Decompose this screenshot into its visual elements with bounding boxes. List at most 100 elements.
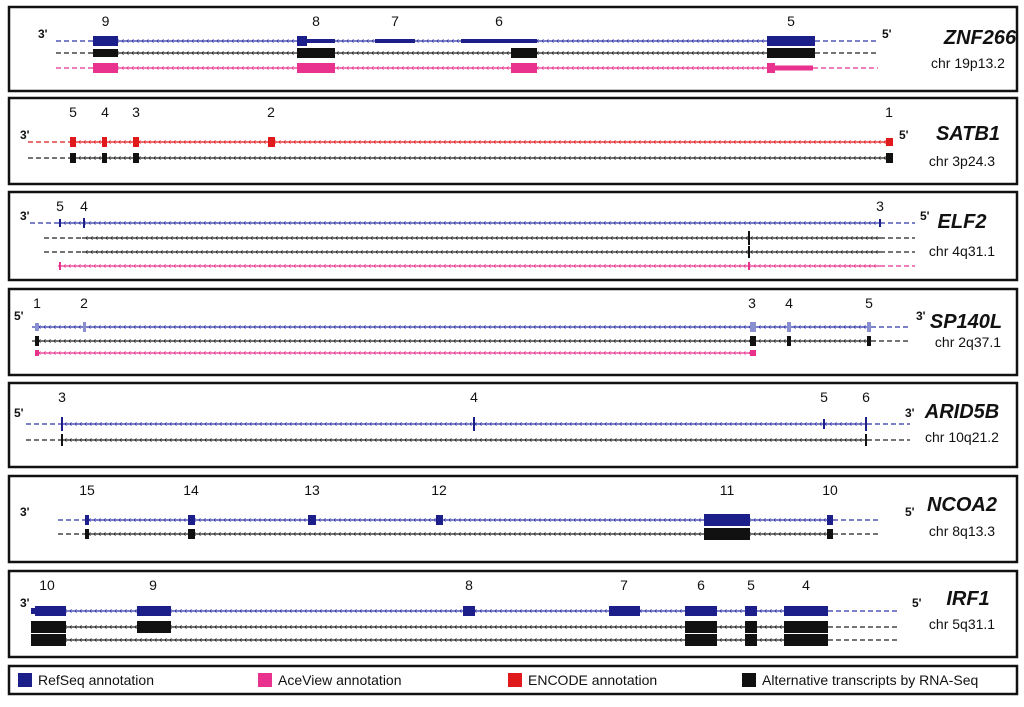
intron-arrow <box>343 350 346 356</box>
intron-arrow <box>721 65 724 71</box>
intron-arrow <box>319 624 322 630</box>
intron-arrow <box>244 608 247 614</box>
intron-arrow <box>654 624 657 630</box>
intron-arrow <box>599 637 602 643</box>
intron-arrow <box>688 220 691 226</box>
intron-arrow <box>824 437 827 443</box>
intron-arrow <box>673 263 676 269</box>
intron-arrow <box>506 50 509 56</box>
intron-arrow <box>48 338 51 344</box>
intron-arrow <box>349 437 352 443</box>
intron-arrow <box>188 220 191 226</box>
intron-arrow <box>614 421 617 427</box>
intron-arrow <box>793 338 796 344</box>
intron-arrow <box>865 249 868 255</box>
intron-arrow <box>171 65 174 71</box>
intron-arrow <box>129 624 132 630</box>
intron-arrow <box>613 517 616 523</box>
intron-arrow <box>98 155 101 161</box>
intron-arrow <box>378 220 381 226</box>
intron-arrow <box>464 421 467 427</box>
intron-arrow <box>230 235 233 241</box>
intron-arrow <box>828 220 831 226</box>
intron-arrow <box>336 65 339 71</box>
intron-arrow <box>228 324 231 330</box>
intron-arrow <box>538 324 541 330</box>
intron-arrow <box>248 324 251 330</box>
intron-arrow <box>663 517 666 523</box>
intron-arrow <box>381 65 384 71</box>
intron-arrow <box>353 324 356 330</box>
intron-arrow <box>361 50 364 56</box>
intron-arrow <box>158 155 161 161</box>
intron-arrow <box>189 608 192 614</box>
intron-arrow <box>719 421 722 427</box>
intron-arrow <box>733 324 736 330</box>
intron-arrow <box>773 338 776 344</box>
intron-arrow <box>838 220 841 226</box>
intron-arrow <box>669 608 672 614</box>
intron-arrow <box>104 421 107 427</box>
intron-arrow <box>213 220 216 226</box>
intron-arrow <box>586 50 589 56</box>
intron-arrow <box>89 637 92 643</box>
intron-arrow <box>768 139 771 145</box>
intron-arrow <box>423 350 426 356</box>
intron-arrow <box>596 38 599 44</box>
intron-arrow <box>313 155 316 161</box>
intron-arrow <box>848 263 851 269</box>
intron-arrow <box>613 139 616 145</box>
intron-arrow <box>613 531 616 537</box>
intron-arrow <box>259 608 262 614</box>
intron-arrow <box>545 235 548 241</box>
intron-arrow <box>324 624 327 630</box>
intron-arrow <box>143 139 146 145</box>
intron-arrow <box>843 324 846 330</box>
intron-arrow <box>813 517 816 523</box>
intron-arrow <box>551 65 554 71</box>
intron-arrow <box>351 50 354 56</box>
exon-number-label: 7 <box>620 577 628 593</box>
intron-arrow <box>259 437 262 443</box>
intron-arrow <box>393 350 396 356</box>
intron-arrow <box>465 249 468 255</box>
intron-arrow <box>133 350 136 356</box>
intron-arrow <box>603 263 606 269</box>
intron-arrow <box>325 249 328 255</box>
intron-arrow <box>848 139 851 145</box>
intron-arrow <box>550 235 553 241</box>
intron-arrow <box>658 155 661 161</box>
intron-arrow <box>578 139 581 145</box>
intron-arrow <box>664 624 667 630</box>
intron-arrow <box>493 350 496 356</box>
intron-arrow <box>348 220 351 226</box>
intron-arrow <box>698 531 701 537</box>
intron-arrow <box>110 249 113 255</box>
intron-arrow <box>723 350 726 356</box>
intron-arrow <box>330 249 333 255</box>
intron-arrow <box>658 517 661 523</box>
intron-arrow <box>263 155 266 161</box>
intron-arrow <box>293 517 296 523</box>
transcript-track-refseq <box>31 606 900 616</box>
intron-arrow <box>650 235 653 241</box>
intron-arrow <box>563 263 566 269</box>
intron-arrow <box>188 350 191 356</box>
intron-arrow <box>758 324 761 330</box>
intron-arrow <box>743 139 746 145</box>
intron-arrow <box>94 624 97 630</box>
intron-arrow <box>394 437 397 443</box>
exon-block <box>748 262 750 270</box>
intron-arrow <box>705 249 708 255</box>
intron-arrow <box>701 65 704 71</box>
intron-arrow <box>413 531 416 537</box>
intron-arrow <box>545 249 548 255</box>
intron-arrow <box>219 608 222 614</box>
intron-arrow <box>319 437 322 443</box>
intron-arrow <box>708 350 711 356</box>
intron-arrow <box>183 220 186 226</box>
intron-arrow <box>283 531 286 537</box>
intron-arrow <box>860 249 863 255</box>
intron-arrow <box>576 50 579 56</box>
intron-arrow <box>118 324 121 330</box>
